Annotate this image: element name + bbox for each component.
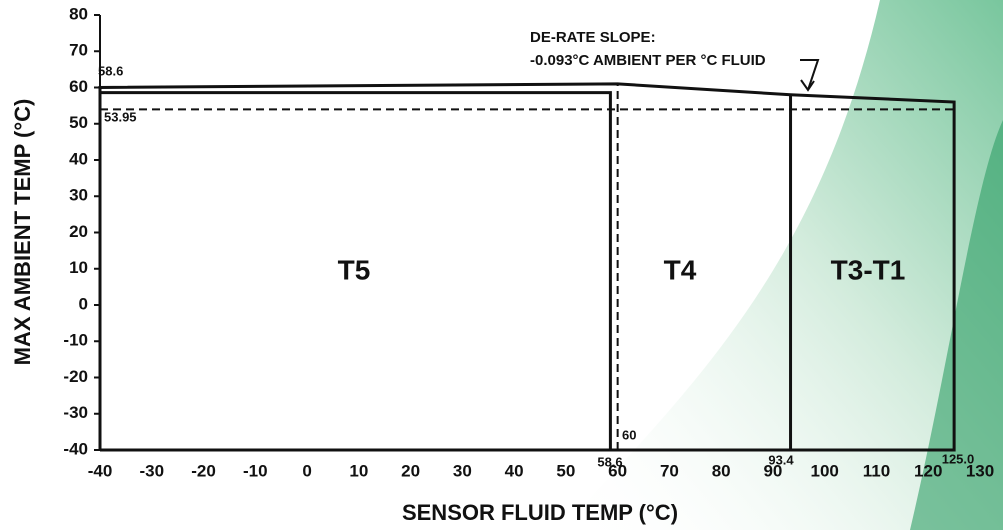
x-tick-label: 30 <box>453 461 472 480</box>
annotation-arrow <box>800 59 820 92</box>
x-tick-label: 110 <box>863 461 890 480</box>
annotation: 93.4 <box>768 452 794 467</box>
y-tick-label: 40 <box>69 149 88 168</box>
x-tick-label: -20 <box>191 461 216 480</box>
x-tick-label: 50 <box>556 461 575 480</box>
x-tick-label: 0 <box>302 461 311 480</box>
x-tick-label: 60 <box>608 461 627 480</box>
annotation: 58.6 <box>597 454 622 469</box>
x-tick-label: 120 <box>914 461 942 480</box>
background-swoosh <box>910 120 1003 530</box>
annotation: -0.093°C AMBIENT PER °C FLUID <box>530 52 766 69</box>
region-label: T3-T1 <box>831 254 906 285</box>
region-label: T5 <box>338 254 371 285</box>
y-tick-label: -10 <box>63 331 88 350</box>
x-tick-label: 90 <box>763 461 782 480</box>
annotation: DE-RATE SLOPE: <box>530 29 656 46</box>
x-tick-label: 70 <box>660 461 679 480</box>
x-tick-label: -10 <box>243 461 268 480</box>
annotation: 53.95 <box>104 109 137 124</box>
y-tick-label: 80 <box>69 4 88 23</box>
y-tick-label: 10 <box>69 258 88 277</box>
x-tick-label: 100 <box>811 461 839 480</box>
y-tick-label: 30 <box>69 186 88 205</box>
y-tick-label: 70 <box>69 41 88 60</box>
region-label: T4 <box>664 254 697 285</box>
annotation: 125.0 <box>942 451 975 466</box>
x-tick-label: 10 <box>349 461 368 480</box>
x-tick-label: -30 <box>139 461 164 480</box>
y-tick-label: -20 <box>63 367 88 386</box>
y-tick-label: -40 <box>63 439 88 458</box>
y-tick-label: -30 <box>63 403 88 422</box>
x-tick-label: 80 <box>712 461 731 480</box>
annotation: 60 <box>622 427 636 442</box>
annotation: 58.6 <box>98 63 123 78</box>
y-tick-label: 60 <box>69 77 88 96</box>
y-axis-title: MAX AMBIENT TEMP (°C) <box>10 99 35 366</box>
x-tick-label: 130 <box>966 461 994 480</box>
x-tick-label: -40 <box>88 461 113 480</box>
y-tick-label: 50 <box>69 113 88 132</box>
boundary-line <box>100 91 612 450</box>
x-axis-title: SENSOR FLUID TEMP (°C) <box>402 500 678 525</box>
y-tick-label: 20 <box>69 222 88 241</box>
x-tick-label: 20 <box>401 461 420 480</box>
background-swoosh <box>560 0 1003 530</box>
y-tick-label: 0 <box>79 294 88 313</box>
x-tick-label: 40 <box>505 461 524 480</box>
